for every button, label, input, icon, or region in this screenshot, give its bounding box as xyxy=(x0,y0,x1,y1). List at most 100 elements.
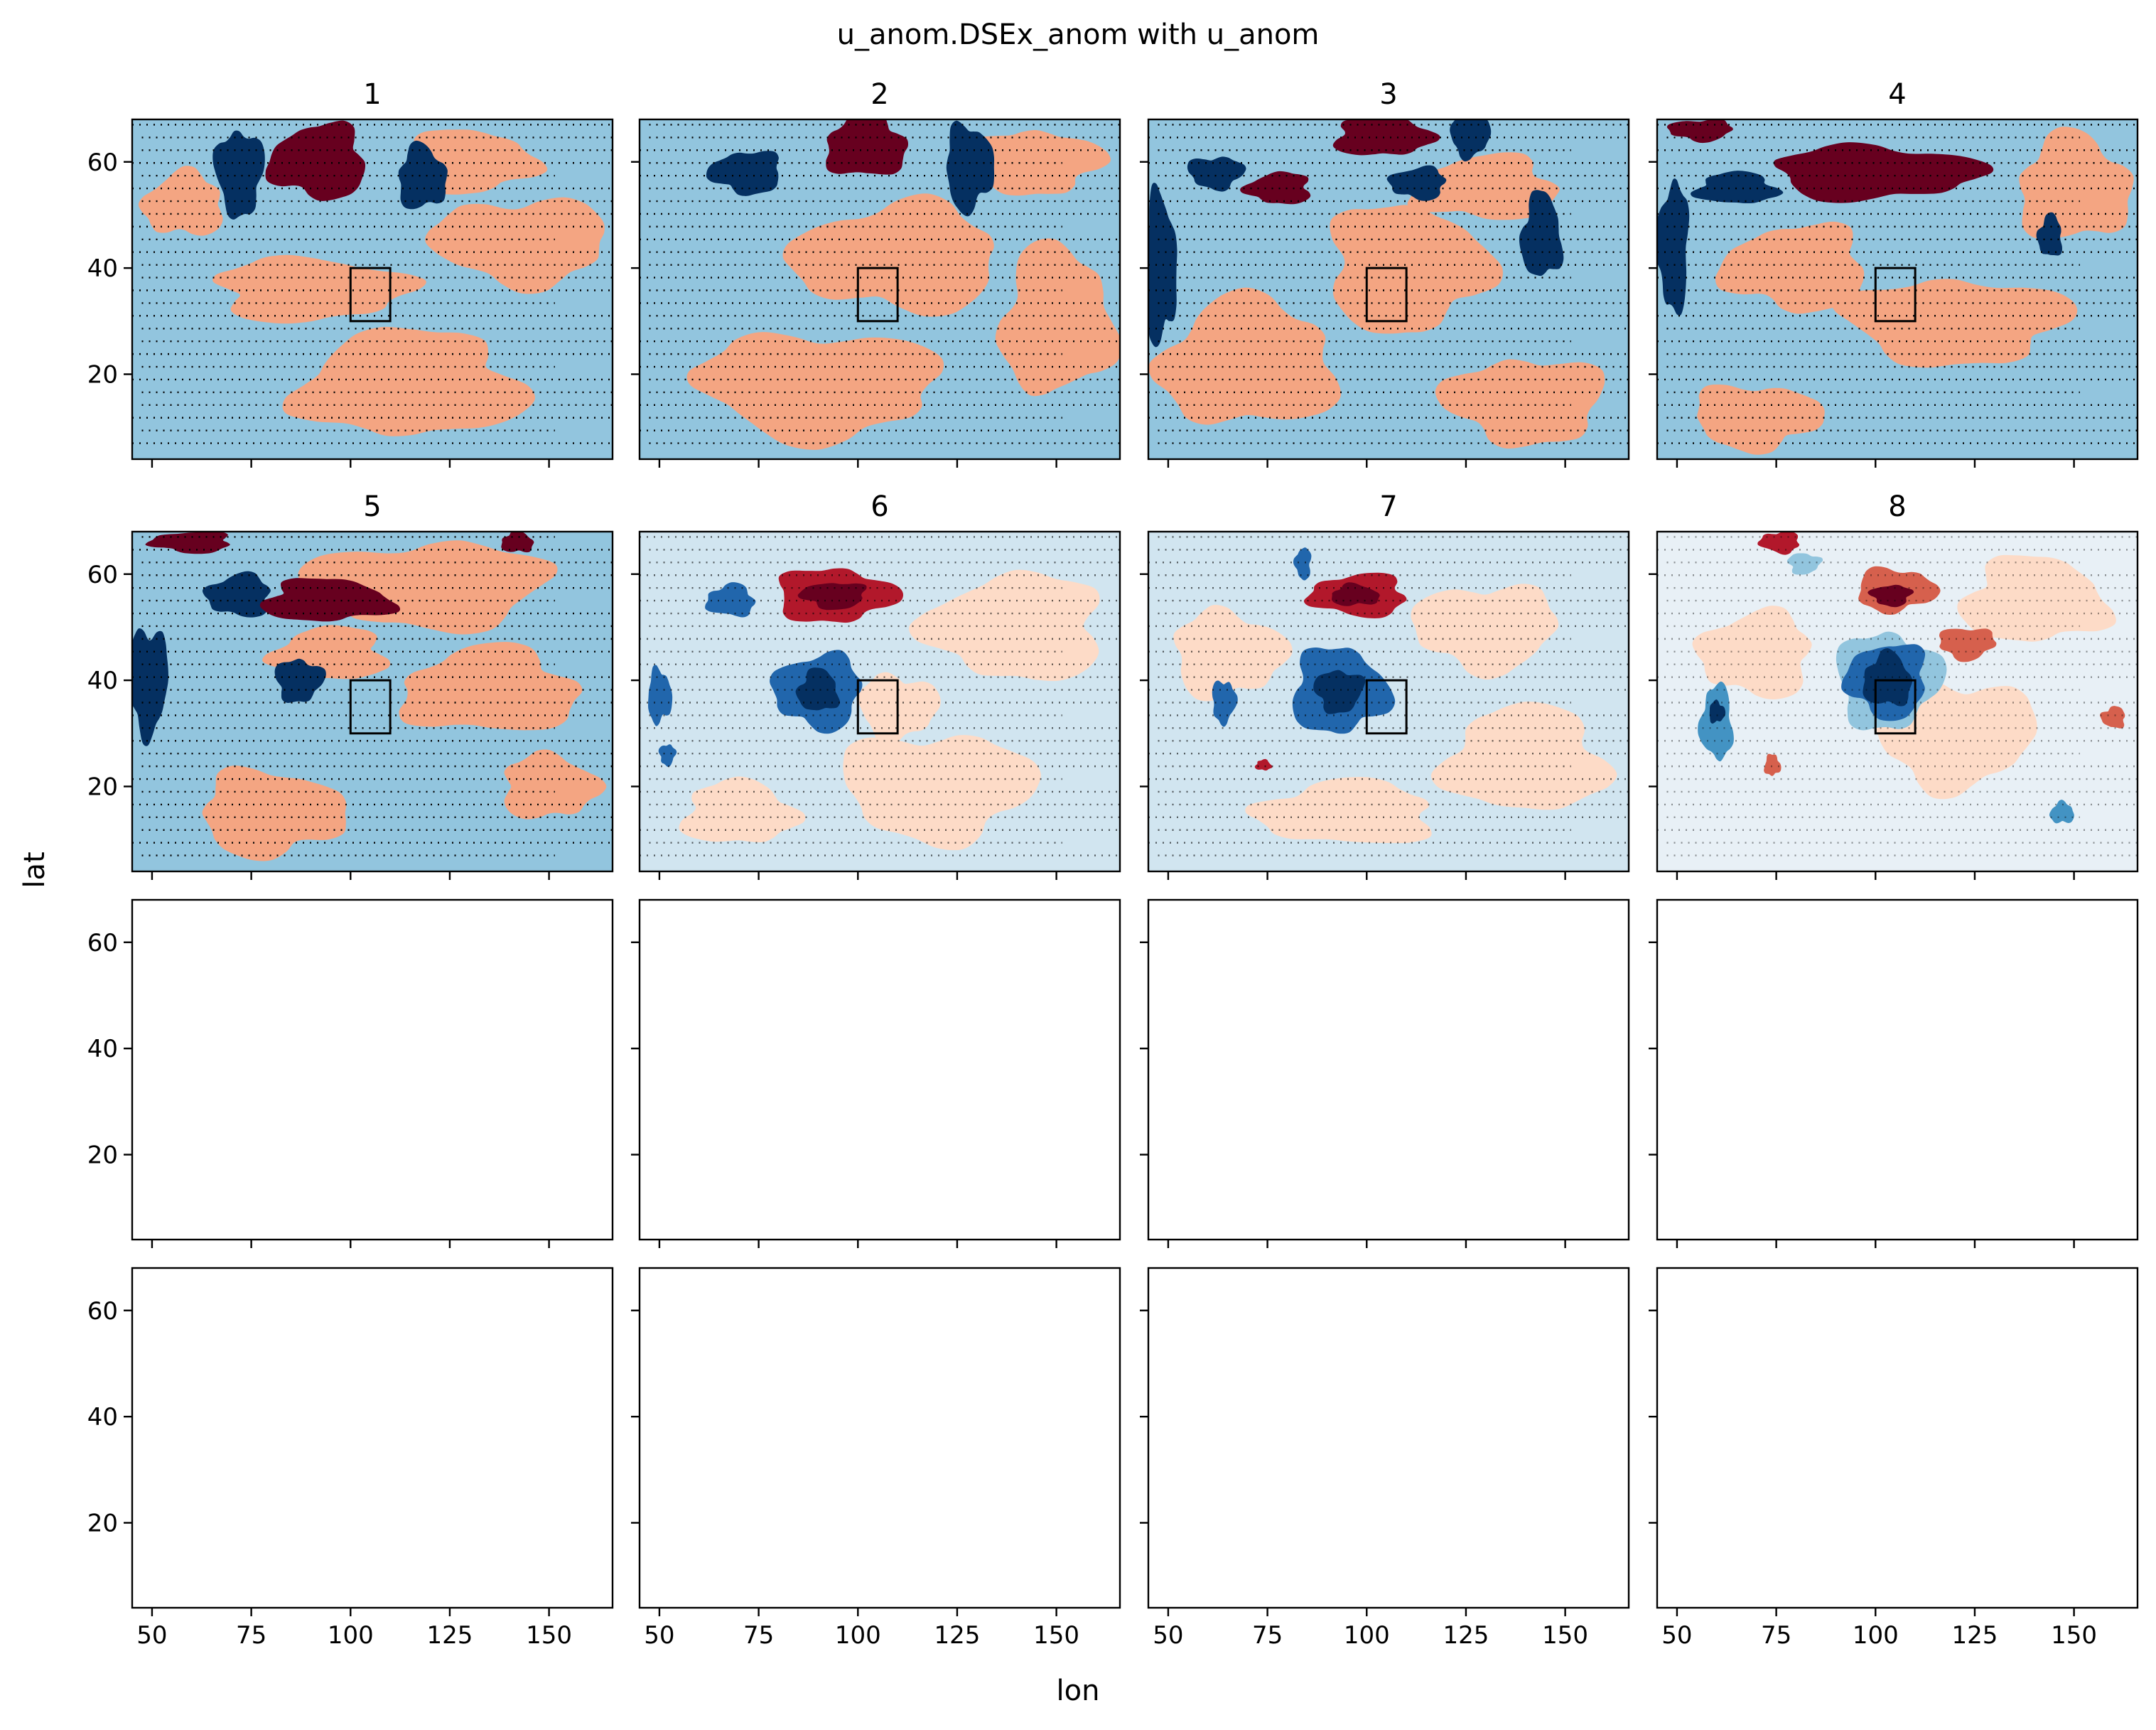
region-box xyxy=(349,267,392,323)
contour-region xyxy=(1957,554,2116,642)
x-tick-label: 125 xyxy=(1443,1621,1489,1650)
x-tick-label: 75 xyxy=(743,1621,774,1650)
region-box xyxy=(349,679,392,735)
axes-frame xyxy=(638,1267,1121,1609)
contour-region xyxy=(2100,706,2125,729)
x-tick-label: 150 xyxy=(1033,1621,1079,1650)
contour-region xyxy=(274,658,326,703)
panel-title: 4 xyxy=(1888,78,1906,111)
contour-region xyxy=(843,735,1041,851)
contour-field xyxy=(132,119,613,459)
contour-region xyxy=(138,166,223,236)
contour-region xyxy=(202,571,271,618)
contour-field xyxy=(1148,119,1629,459)
stippling xyxy=(640,536,1120,856)
contour-region xyxy=(1330,205,1503,334)
y-axis-label: lat xyxy=(18,851,51,888)
contour-region xyxy=(909,569,1100,682)
y-tick-label: 20 xyxy=(87,361,118,389)
subplot-14: 50 75 100 125 150 xyxy=(631,1267,1121,1650)
contour-region xyxy=(1407,152,1560,220)
contour-region xyxy=(145,532,230,554)
contour-region xyxy=(212,254,426,324)
contour-region xyxy=(132,628,168,746)
panel-title: 6 xyxy=(871,490,888,523)
contour-region xyxy=(1148,287,1342,425)
axes-frame xyxy=(1656,530,2139,873)
x-tick-label: 75 xyxy=(1252,1621,1283,1650)
axes-frame xyxy=(131,1267,614,1609)
region-box xyxy=(1874,267,1917,323)
x-tick-label: 125 xyxy=(1951,1621,1998,1650)
contour-field xyxy=(640,532,1120,871)
x-tick-label: 75 xyxy=(1761,1621,1791,1650)
panel-title: 5 xyxy=(363,490,381,523)
contour-region xyxy=(797,583,867,611)
axes-frame xyxy=(638,118,1121,461)
contour-region xyxy=(995,238,1120,397)
region-box xyxy=(1365,679,1408,735)
y-tick-label: 40 xyxy=(87,254,118,283)
subplot-7: 7 xyxy=(1140,490,1630,880)
contour-region xyxy=(1212,680,1238,727)
y-tick-label: 60 xyxy=(87,1297,118,1326)
region-box xyxy=(856,267,899,323)
x-tick-label: 100 xyxy=(1344,1621,1390,1650)
contour-region xyxy=(2049,800,2074,824)
subplot-9: 20 40 60 xyxy=(87,898,614,1248)
contour-region xyxy=(1450,119,1492,162)
x-tick-label: 150 xyxy=(2051,1621,2097,1650)
contour-region xyxy=(1757,532,1800,555)
axes-frame xyxy=(638,530,1121,873)
subplot-6: 6 xyxy=(631,490,1121,880)
stippling xyxy=(1657,536,2138,856)
contour-region xyxy=(826,119,909,175)
x-tick-label: 50 xyxy=(136,1621,167,1650)
subplot-2: 2 xyxy=(631,78,1121,468)
panel-title: 7 xyxy=(1379,490,1397,523)
figure-title: u_anom.DSEx_anom with u_anom xyxy=(837,18,1320,51)
contour-region xyxy=(1709,699,1726,724)
contour-region xyxy=(2019,127,2134,240)
x-axis-label: lon xyxy=(1057,1675,1100,1707)
contour-region xyxy=(1831,279,2078,368)
contour-region xyxy=(1691,171,1784,204)
axes-frame xyxy=(1147,118,1630,461)
axes-frame xyxy=(131,898,614,1241)
contour-region xyxy=(658,744,677,767)
axes-frame xyxy=(131,118,614,461)
axes-frame xyxy=(1656,118,2139,461)
y-tick-label: 60 xyxy=(87,929,118,957)
y-tick-label: 20 xyxy=(87,1141,118,1170)
subplot-3: 3 xyxy=(1140,78,1630,468)
contour-region xyxy=(648,665,673,726)
stippling xyxy=(132,536,613,856)
panel-title: 3 xyxy=(1379,78,1397,111)
panel-title: 1 xyxy=(363,78,381,111)
contour-region xyxy=(1692,606,1812,699)
y-tick-label: 40 xyxy=(87,667,118,695)
x-tick-label: 75 xyxy=(236,1621,266,1650)
contour-field xyxy=(1657,532,2138,871)
contour-region xyxy=(1293,547,1312,581)
contour-region xyxy=(504,749,607,820)
y-tick-label: 20 xyxy=(87,1510,118,1538)
contour-region xyxy=(398,140,448,210)
contour-region xyxy=(1187,156,1246,192)
y-tick-label: 20 xyxy=(87,773,118,802)
contour-region xyxy=(1254,758,1273,771)
axes-frame xyxy=(1656,898,2139,1241)
contour-field xyxy=(1657,119,2138,459)
subplot-8: 8 xyxy=(1649,490,2139,880)
axes-frame xyxy=(1656,1267,2139,1609)
contour-region xyxy=(212,130,265,220)
x-tick-label: 125 xyxy=(426,1621,473,1650)
stippling xyxy=(132,124,613,444)
panel-grid: 1 20 40 60 2 3 4 5 20 40 60 6 7 8 20 40 60 20 40 60 50 75 100 1… xyxy=(87,78,2139,1650)
subplot-11 xyxy=(1140,898,1630,1248)
x-tick-label: 50 xyxy=(1153,1621,1183,1650)
x-tick-label: 150 xyxy=(526,1621,572,1650)
axes-frame xyxy=(1147,898,1630,1241)
axes-frame xyxy=(1147,1267,1630,1609)
